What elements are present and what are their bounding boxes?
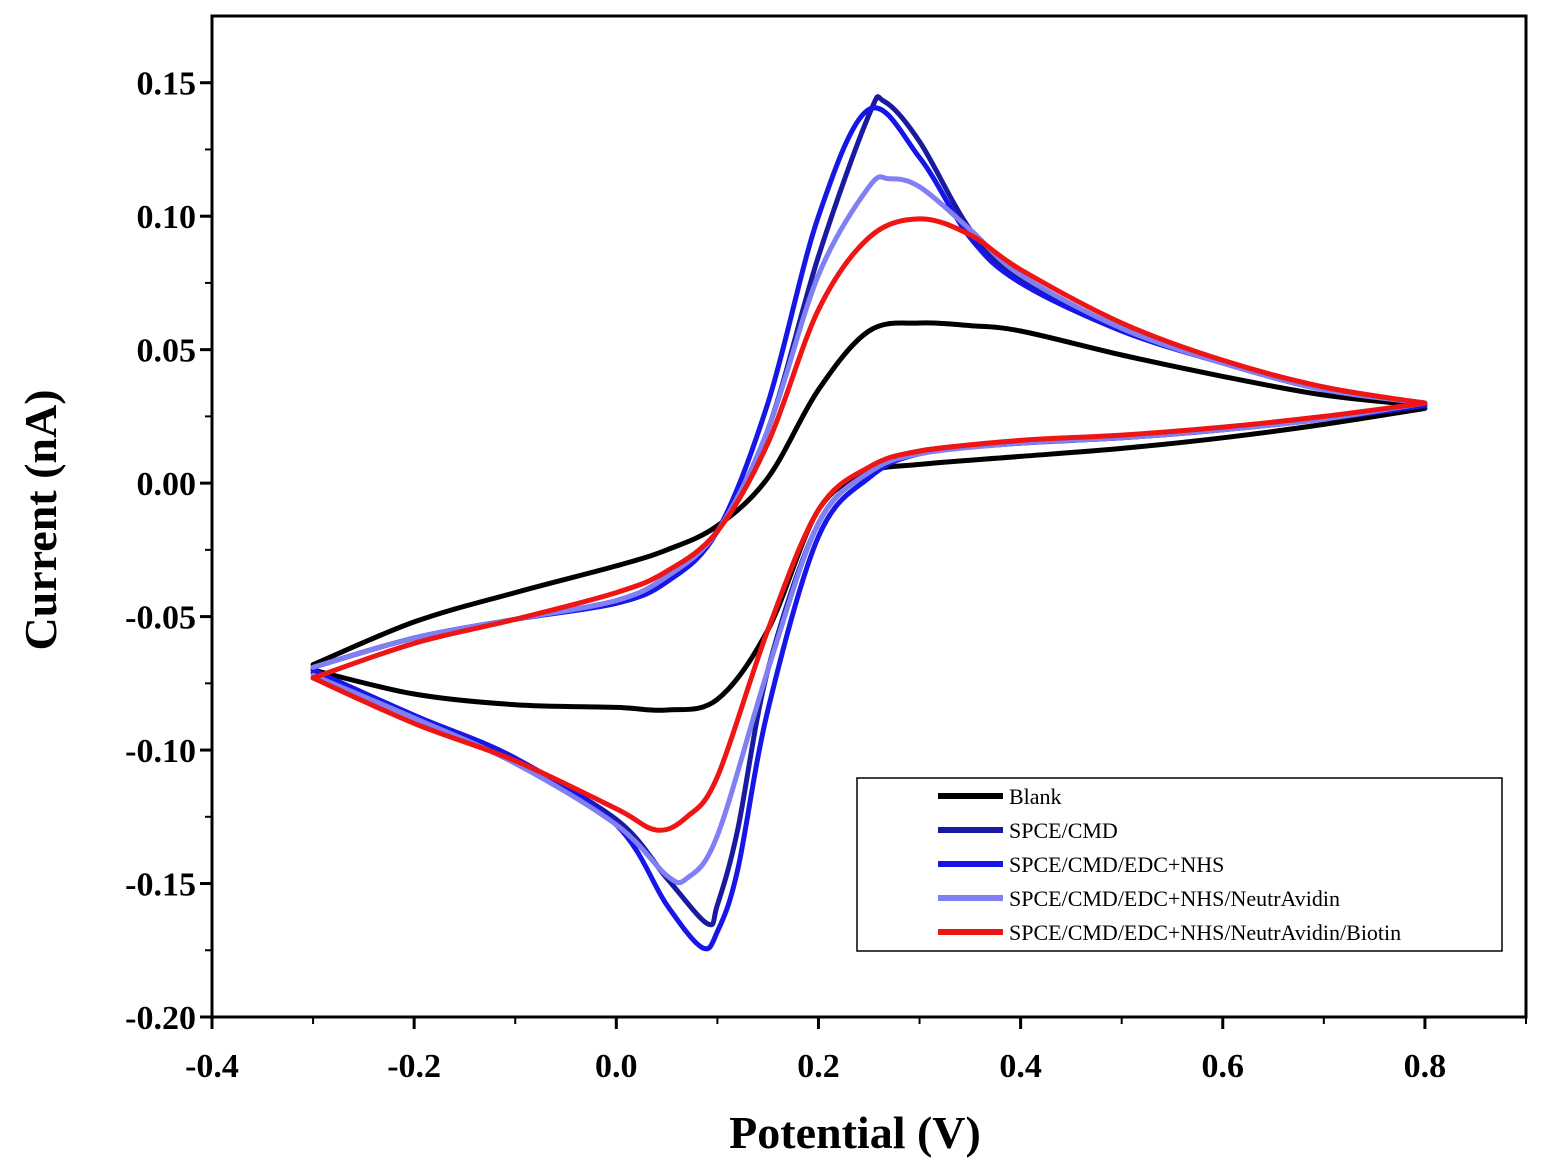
series-line-reverse xyxy=(310,400,1428,886)
y-tick-label: -0.15 xyxy=(125,867,196,904)
series-layer xyxy=(310,94,1428,952)
series-line-forward xyxy=(310,174,1428,670)
series-line-forward xyxy=(310,216,1428,681)
legend-label: SPCE/CMD/EDC+NHS xyxy=(1009,852,1224,877)
legend-label: SPCE/CMD/EDC+NHS/NeutrAvidin xyxy=(1009,886,1340,911)
x-tick-label: 0.0 xyxy=(595,1048,638,1085)
series-4 xyxy=(310,174,1428,886)
legend-label: SPCE/CMD xyxy=(1009,818,1118,843)
x-tick-label: 0.8 xyxy=(1404,1048,1447,1085)
x-tick-label: 0.6 xyxy=(1202,1048,1245,1085)
x-tick-label: 0.4 xyxy=(999,1048,1042,1085)
legend-entry: SPCE/CMD/EDC+NHS xyxy=(938,852,1224,877)
y-tick-label: 0.15 xyxy=(137,66,197,103)
y-tick-label: -0.05 xyxy=(125,600,196,637)
x-tick-label: -0.4 xyxy=(185,1048,239,1085)
y-tick-label: 0.05 xyxy=(137,333,197,370)
y-tick-label: -0.10 xyxy=(125,733,196,770)
y-tick-label: 0.00 xyxy=(137,466,197,503)
x-axis-ticks: -0.4 -0.2 0.0 0.2 0.4 0.6 0.8 xyxy=(185,1017,1527,1085)
legend-entry: SPCE/CMD/EDC+NHS/NeutrAvidin/Biotin xyxy=(938,920,1401,945)
y-axis-ticks: -0.20 -0.15 -0.10 -0.05 0.00 0.05 0.10 0.15 xyxy=(125,66,212,1037)
x-axis-title: Potential (V) xyxy=(729,1107,981,1158)
y-tick-label: -0.20 xyxy=(125,1000,196,1037)
y-axis-title: Current (nA) xyxy=(15,389,66,650)
series-5 xyxy=(310,216,1428,833)
y-tick-label: 0.10 xyxy=(137,199,197,236)
series-line-reverse xyxy=(310,400,1428,833)
series-line-forward xyxy=(310,320,1428,668)
legend: Blank SPCE/CMD SPCE/CMD/EDC+NHS SPCE/CMD/ED… xyxy=(856,777,1503,952)
x-tick-label: 0.2 xyxy=(797,1048,840,1085)
legend-label: Blank xyxy=(1009,784,1062,809)
legend-entry: SPCE/CMD xyxy=(938,818,1118,843)
legend-entry: Blank xyxy=(938,784,1062,809)
legend-label: SPCE/CMD/EDC+NHS/NeutrAvidin/Biotin xyxy=(1009,920,1401,945)
x-tick-label: -0.2 xyxy=(387,1048,441,1085)
legend-entry: SPCE/CMD/EDC+NHS/NeutrAvidin xyxy=(938,886,1340,911)
